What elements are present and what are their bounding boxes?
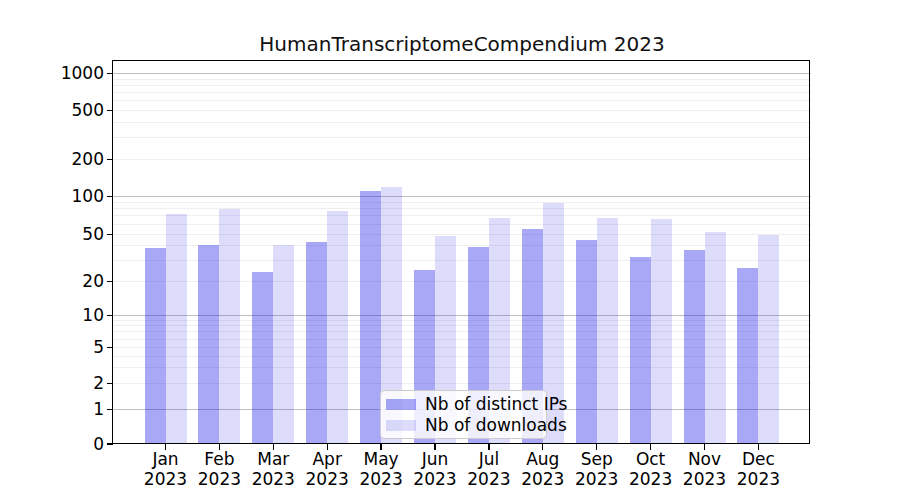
bar-downloads-mar [273, 245, 294, 444]
bar-distinct-ips-nov [684, 250, 705, 444]
x-tick-label: Jun2023 [404, 449, 466, 489]
minor-gridline [113, 85, 811, 86]
y-tick-mark [107, 234, 113, 235]
x-tick-label: Oct2023 [620, 449, 682, 489]
x-tick-label-year: 2023 [512, 469, 574, 489]
y-tick-label: 2 [38, 374, 104, 393]
bar-downloads-feb [219, 209, 240, 444]
bar-distinct-ips-oct [630, 257, 651, 444]
x-tick-label-year: 2023 [674, 469, 736, 489]
x-tick-label: Feb2023 [188, 449, 250, 489]
bar-distinct-ips-apr [306, 242, 327, 444]
x-tick-label-year: 2023 [135, 469, 197, 489]
y-tick-label: 200 [38, 150, 104, 169]
bar-distinct-ips-feb [198, 245, 219, 444]
minor-gridline [113, 208, 811, 209]
chart-title: HumanTranscriptomeCompendium 2023 [113, 32, 811, 56]
bar-distinct-ips-jan [145, 248, 166, 444]
y-tick-mark [107, 196, 113, 197]
bar-downloads-sep [597, 218, 618, 444]
x-tick-label: Nov2023 [674, 449, 736, 489]
y-tick-label: 5 [38, 338, 104, 357]
x-tick-mark [704, 444, 705, 450]
minor-gridline [113, 79, 811, 80]
minor-gridline [113, 224, 811, 225]
minor-gridline [113, 110, 811, 111]
x-tick-mark [434, 444, 435, 450]
legend-swatch-distinct-ips [386, 399, 416, 410]
x-tick-mark [273, 444, 274, 450]
x-tick-label: Dec2023 [727, 449, 789, 489]
bar-distinct-ips-sep [576, 240, 597, 444]
bar-distinct-ips-mar [252, 272, 273, 444]
y-tick-label: 20 [38, 272, 104, 291]
x-tick-mark [650, 444, 651, 450]
y-tick-mark [107, 383, 113, 384]
x-tick-label: Apr2023 [296, 449, 358, 489]
y-tick-mark [107, 110, 113, 111]
bar-distinct-ips-dec [737, 268, 758, 444]
minor-gridline [113, 100, 811, 101]
x-tick-label: Jan2023 [135, 449, 197, 489]
bar-downloads-dec [758, 235, 779, 444]
x-tick-label: Mar2023 [242, 449, 304, 489]
y-tick-label: 100 [38, 187, 104, 206]
legend-item-distinct-ips: Nb of distinct IPs [386, 394, 538, 414]
x-tick-label-year: 2023 [620, 469, 682, 489]
x-tick-label: May2023 [350, 449, 412, 489]
minor-gridline [113, 202, 811, 203]
x-tick-mark [596, 444, 597, 450]
y-tick-label: 1 [38, 400, 104, 419]
x-tick-mark [488, 444, 489, 450]
minor-gridline [113, 137, 811, 138]
x-tick-mark [542, 444, 543, 450]
x-tick-mark [165, 444, 166, 450]
x-tick-label: Jul2023 [458, 449, 520, 489]
legend: Nb of distinct IPs Nb of downloads [380, 390, 547, 439]
x-tick-mark [758, 444, 759, 450]
y-tick-label: 50 [38, 225, 104, 244]
major-gridline [113, 73, 811, 74]
minor-gridline [113, 122, 811, 123]
bar-downloads-jan [166, 214, 187, 444]
y-tick-mark [107, 281, 113, 282]
y-tick-mark [107, 347, 113, 348]
minor-gridline [113, 159, 811, 160]
y-tick-mark [107, 315, 113, 316]
x-tick-label-year: 2023 [350, 469, 412, 489]
x-tick-label-year: 2023 [727, 469, 789, 489]
x-tick-label-year: 2023 [404, 469, 466, 489]
y-tick-mark [107, 159, 113, 160]
x-tick-label-year: 2023 [458, 469, 520, 489]
legend-swatch-downloads [386, 420, 416, 431]
legend-item-downloads: Nb of downloads [386, 415, 538, 435]
minor-gridline [113, 92, 811, 93]
x-tick-label: Sep2023 [566, 449, 628, 489]
x-tick-label: Aug2023 [512, 449, 574, 489]
x-tick-label-year: 2023 [188, 469, 250, 489]
bar-downloads-oct [651, 219, 672, 444]
bar-downloads-apr [327, 211, 348, 444]
y-tick-mark [107, 73, 113, 74]
y-tick-mark [107, 443, 113, 444]
x-tick-label-year: 2023 [566, 469, 628, 489]
figure: HumanTranscriptomeCompendium 2023 0 1 2 5 10… [0, 0, 900, 500]
bar-distinct-ips-may [360, 191, 381, 444]
x-tick-mark [327, 444, 328, 450]
y-tick-label: 1000 [38, 64, 104, 83]
y-tick-label: 0 [38, 435, 104, 454]
y-tick-label: 10 [38, 306, 104, 325]
minor-gridline [113, 215, 811, 216]
x-tick-mark [380, 444, 381, 450]
y-tick-label: 500 [38, 101, 104, 120]
x-tick-label-year: 2023 [242, 469, 304, 489]
legend-label-distinct-ips: Nb of distinct IPs [425, 394, 567, 414]
bar-downloads-nov [705, 232, 726, 444]
x-tick-label-year: 2023 [296, 469, 358, 489]
x-tick-mark [219, 444, 220, 450]
y-tick-mark [107, 409, 113, 410]
legend-label-downloads: Nb of downloads [425, 415, 567, 435]
major-gridline [113, 196, 811, 197]
